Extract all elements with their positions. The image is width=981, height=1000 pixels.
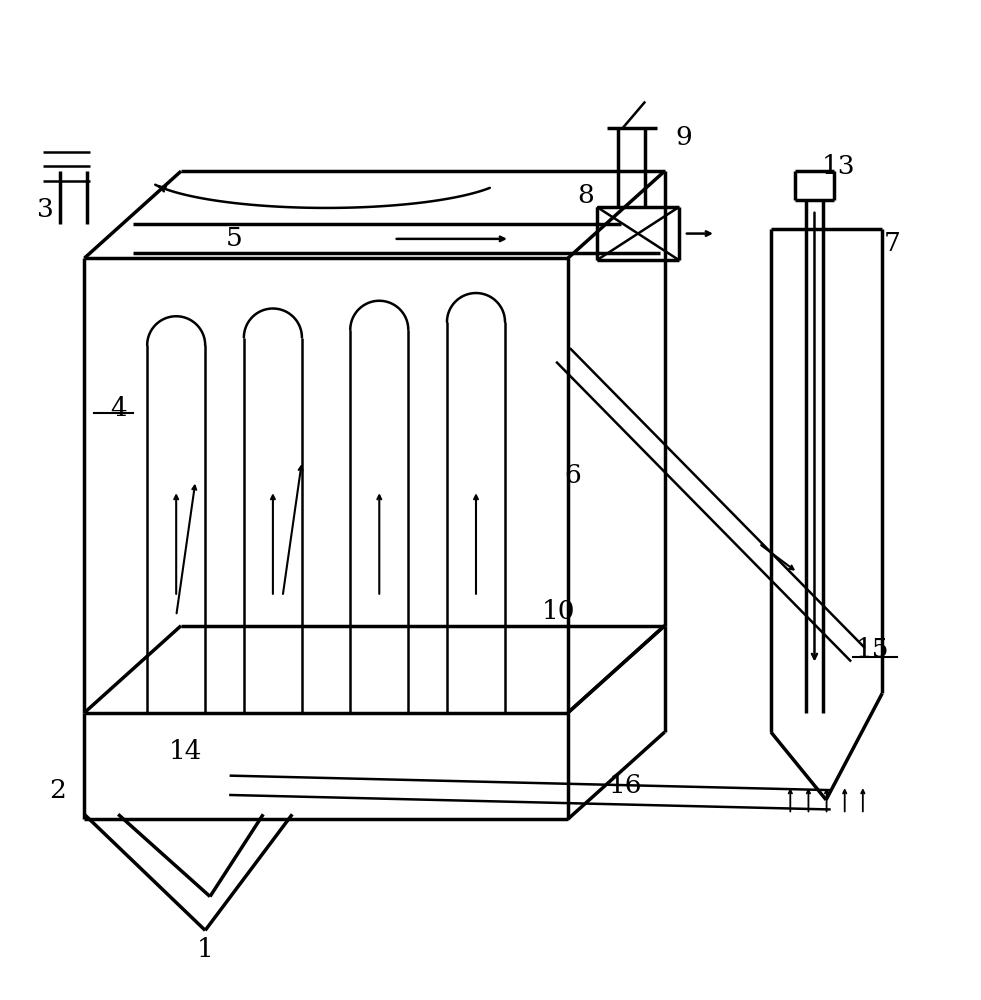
Text: 9: 9 — [676, 125, 693, 150]
Text: 7: 7 — [884, 231, 901, 256]
Text: 10: 10 — [542, 599, 575, 624]
Text: 8: 8 — [577, 183, 594, 208]
Text: 15: 15 — [855, 637, 889, 662]
Text: 3: 3 — [37, 197, 54, 222]
Text: 1: 1 — [197, 937, 214, 962]
Text: 4: 4 — [110, 396, 127, 421]
Text: 14: 14 — [169, 739, 203, 764]
Text: 16: 16 — [609, 773, 643, 798]
Text: 5: 5 — [226, 226, 242, 251]
Text: 13: 13 — [822, 154, 855, 179]
Text: 6: 6 — [564, 463, 581, 488]
Text: 2: 2 — [49, 778, 66, 803]
